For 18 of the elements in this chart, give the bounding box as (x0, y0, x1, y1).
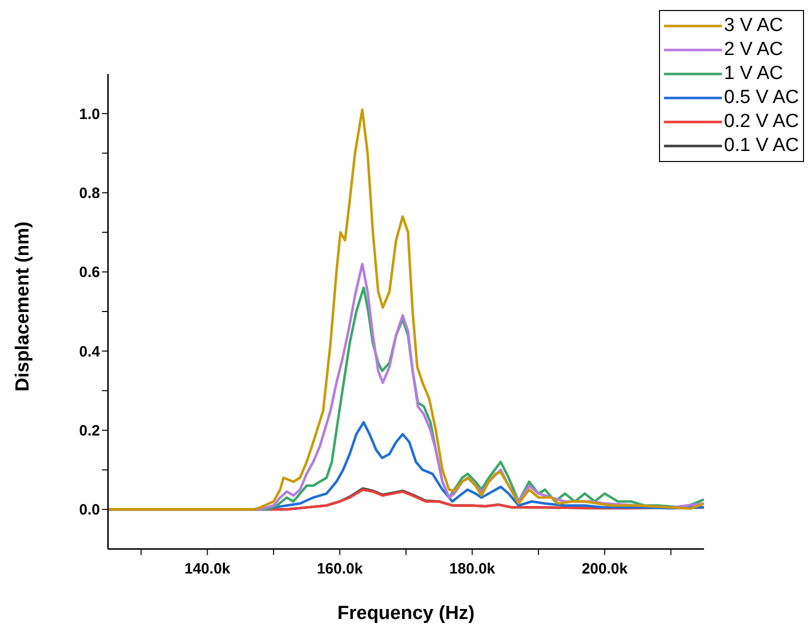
y-tick-label: 0.8 (79, 185, 100, 202)
x-tick-label: 200.0k (582, 560, 628, 578)
legend-label: 2 V AC (724, 39, 784, 61)
legend-label: 1 V AC (724, 63, 784, 85)
y-tick-label: 0.4 (79, 343, 101, 360)
x-tick-label: 140.0k (184, 560, 231, 578)
y-axis-title: Displacement (nm) (12, 222, 34, 392)
x-axis-title: Frequency (Hz) (337, 603, 475, 624)
legend-label: 0.1 V AC (724, 135, 799, 157)
y-tick-label: 0.6 (79, 264, 100, 282)
legend-label: 3 V AC (724, 15, 784, 37)
x-tick-label: 180.0k (449, 560, 496, 578)
y-tick-label: 1.0 (79, 106, 100, 123)
x-tick-label: 160.0k (316, 560, 364, 578)
y-tick-label: 0.0 (79, 502, 100, 519)
legend-label: 0.5 V AC (724, 87, 799, 109)
legend-label: 0.2 V AC (724, 111, 799, 133)
y-tick-label: 0.2 (79, 422, 100, 440)
